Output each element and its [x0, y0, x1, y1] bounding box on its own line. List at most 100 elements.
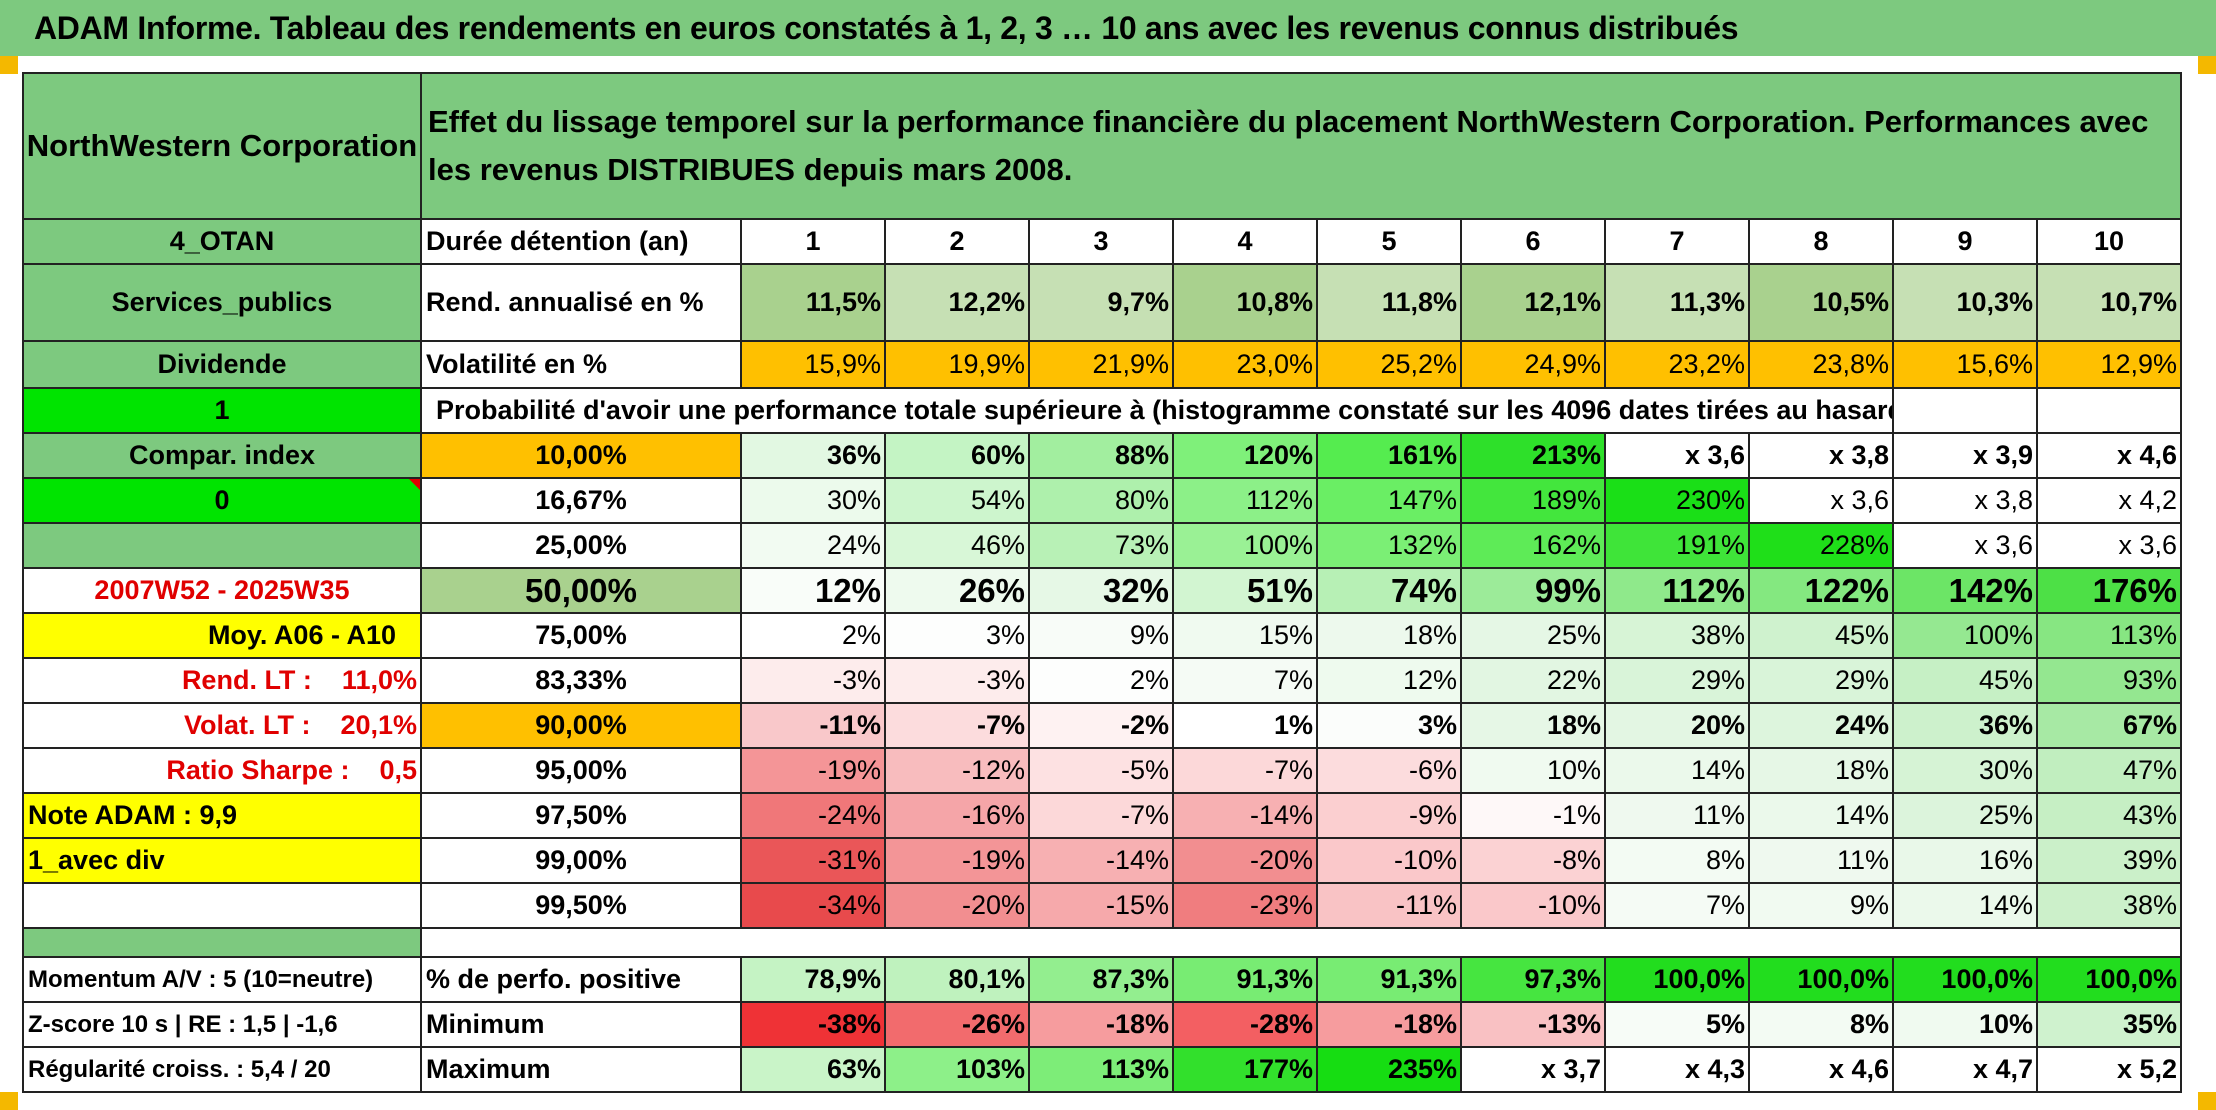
duration-cell: 7 [1606, 220, 1748, 263]
prob-cell: -16% [886, 794, 1028, 837]
prob-threshold: 99,00% [422, 839, 740, 882]
minimum-cell: 5% [1606, 1003, 1748, 1046]
prob-cell: 100% [1894, 614, 2036, 657]
row-label-minimum: Minimum [422, 1003, 740, 1046]
volat-lt-label: Volat. LT : 20,1% [24, 704, 420, 747]
minimum-cell: -18% [1318, 1003, 1460, 1046]
prob-cell: 39% [2038, 839, 2180, 882]
maximum-cell: 235% [1318, 1048, 1460, 1091]
rend-cell: 12,1% [1462, 265, 1604, 340]
prob-cell: x 3,8 [1750, 434, 1892, 477]
prob-cell: 32% [1030, 569, 1172, 612]
duration-cell: 3 [1030, 220, 1172, 263]
prob-cell: -7% [1030, 794, 1172, 837]
positive-cell: 100,0% [2038, 958, 2180, 1001]
prob-cell: 93% [2038, 659, 2180, 702]
duration-cell: 2 [886, 220, 1028, 263]
prob-cell: 36% [742, 434, 884, 477]
prob-cell: 12% [1318, 659, 1460, 702]
maximum-cell: 113% [1030, 1048, 1172, 1091]
empty-cell [24, 884, 420, 927]
prob-cell: 38% [2038, 884, 2180, 927]
rend-cell: 10,3% [1894, 265, 2036, 340]
prob-cell: 25% [1462, 614, 1604, 657]
prob-cell: -20% [886, 884, 1028, 927]
duration-cell: 6 [1462, 220, 1604, 263]
maximum-cell: x 3,7 [1462, 1048, 1604, 1091]
prob-cell: 189% [1462, 479, 1604, 522]
rend-cell: 10,7% [2038, 265, 2180, 340]
prob-cell: 99% [1462, 569, 1604, 612]
prob-cell: -19% [742, 749, 884, 792]
spacer-green-cell [24, 929, 420, 956]
prob-cell: -34% [742, 884, 884, 927]
positive-cell: 100,0% [1894, 958, 2036, 1001]
prob-threshold: 10,00% [422, 434, 740, 477]
prob-cell: 47% [2038, 749, 2180, 792]
prob-cell: 24% [742, 524, 884, 567]
prob-cell: -20% [1174, 839, 1316, 882]
prob-cell: x 3,6 [1750, 479, 1892, 522]
volat-cell: 23,8% [1750, 342, 1892, 387]
row-label-volat: Volatilité en % [422, 342, 740, 387]
positive-cell: 91,3% [1174, 958, 1316, 1001]
prob-cell: 29% [1606, 659, 1748, 702]
prob-cell: -7% [1174, 749, 1316, 792]
prob-cell: 10% [1462, 749, 1604, 792]
prob-cell: 45% [1894, 659, 2036, 702]
prob-cell: 51% [1174, 569, 1316, 612]
sharpe-label: Ratio Sharpe : 0,5 [24, 749, 420, 792]
positive-cell: 100,0% [1606, 958, 1748, 1001]
minimum-cell: 8% [1750, 1003, 1892, 1046]
corner-marker [0, 1092, 18, 1110]
row-label-positive: % de perfo. positive [422, 958, 740, 1001]
prob-cell: 60% [886, 434, 1028, 477]
prob-cell: 54% [886, 479, 1028, 522]
prob-cell: 18% [1462, 704, 1604, 747]
prob-cell: x 3,9 [1894, 434, 2036, 477]
maximum-cell: 177% [1174, 1048, 1316, 1091]
volat-cell: 24,9% [1462, 342, 1604, 387]
prob-cell: 16% [1894, 839, 2036, 882]
prob-cell: 12% [742, 569, 884, 612]
prob-cell: -11% [742, 704, 884, 747]
prob-cell: 24% [1750, 704, 1892, 747]
maximum-cell: 63% [742, 1048, 884, 1091]
avec-div-label: 1_avec div [24, 839, 420, 882]
prob-cell: -8% [1462, 839, 1604, 882]
prob-threshold: 83,33% [422, 659, 740, 702]
prob-cell: 162% [1462, 524, 1604, 567]
volat-cell: 12,9% [2038, 342, 2180, 387]
rend-cell: 9,7% [1030, 265, 1172, 340]
minimum-cell: 10% [1894, 1003, 2036, 1046]
rend-lt-label: Rend. LT : 11,0% [24, 659, 420, 702]
prob-cell: 14% [1750, 794, 1892, 837]
prob-cell: -24% [742, 794, 884, 837]
minimum-cell: -18% [1030, 1003, 1172, 1046]
prob-cell: 3% [886, 614, 1028, 657]
prob-cell: 18% [1318, 614, 1460, 657]
duration-cell: 10 [2038, 220, 2180, 263]
prob-cell: -23% [1174, 884, 1316, 927]
sector-label: Services_publics [24, 265, 420, 340]
minimum-cell: -26% [886, 1003, 1028, 1046]
duration-cell: 8 [1750, 220, 1892, 263]
minimum-cell: -28% [1174, 1003, 1316, 1046]
prob-cell: -1% [1462, 794, 1604, 837]
prob-cell: 122% [1750, 569, 1892, 612]
maximum-cell: 103% [886, 1048, 1028, 1091]
prob-threshold: 50,00% [422, 569, 740, 612]
volat-cell: 25,2% [1318, 342, 1460, 387]
rend-cell: 10,5% [1750, 265, 1892, 340]
prob-threshold: 95,00% [422, 749, 740, 792]
prob-cell: 228% [1750, 524, 1892, 567]
prob-cell: -14% [1030, 839, 1172, 882]
prob-cell: 112% [1606, 569, 1748, 612]
prob-cell: 7% [1174, 659, 1316, 702]
prob-cell: 43% [2038, 794, 2180, 837]
prob-cell: -10% [1318, 839, 1460, 882]
performance-table: NorthWestern Corporation Effet du lissag… [22, 72, 2182, 1093]
prob-threshold: 97,50% [422, 794, 740, 837]
prob-cell: 9% [1750, 884, 1892, 927]
prob-threshold: 90,00% [422, 704, 740, 747]
